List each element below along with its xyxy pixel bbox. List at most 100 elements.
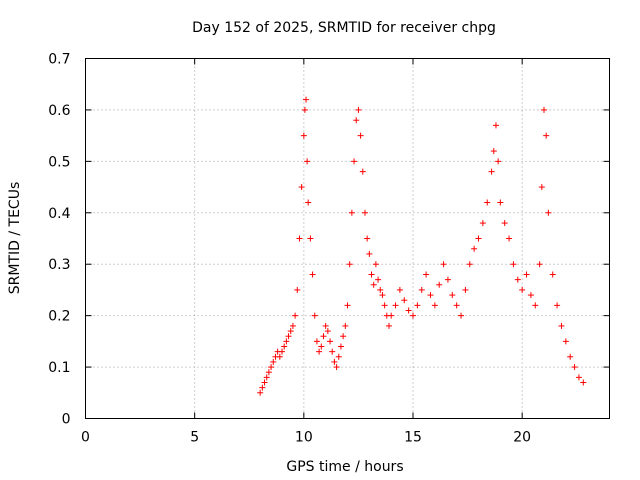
data-point [538,184,545,191]
axis-ticks [85,58,610,419]
data-point [320,333,327,340]
data-point [270,358,277,365]
data-point [377,286,384,293]
y-tick-label: 0.3 [48,257,70,273]
data-point [514,276,521,283]
data-point [427,292,434,299]
data-point [351,158,358,165]
data-point [333,364,340,371]
data-point [366,250,373,257]
data-point [501,220,508,227]
data-point [268,364,275,371]
y-tick-label: 0 [62,412,71,428]
data-point [353,117,360,124]
data-point [396,286,403,293]
data-point [327,338,334,345]
data-point [279,348,285,355]
data-point [532,302,539,309]
data-point [303,96,310,103]
data-point [490,148,497,155]
data-point [287,328,294,335]
data-point [385,322,392,329]
data-point [292,312,299,319]
data-point [495,158,502,165]
x-axis-label: GPS time / hours [286,459,403,475]
data-point [289,322,296,329]
data-point [309,271,316,278]
x-tick-label: 0 [81,430,90,446]
y-tick-label: 0.5 [48,154,70,170]
data-point [558,322,565,329]
data-point [322,322,329,329]
data-point [410,312,416,319]
data-point [510,261,517,268]
data-point [567,353,574,360]
data-point [370,281,377,288]
data-point [337,343,344,350]
data-point [392,302,399,309]
data-point [375,276,382,283]
data-point [331,358,338,365]
data-point [313,338,320,345]
data-point [506,235,513,242]
data-point [571,364,578,371]
data-point [405,307,412,314]
data-point [298,184,305,191]
x-tick-label: 10 [295,430,313,446]
data-point [475,235,482,242]
x-tick-label: 15 [404,430,422,446]
data-point [449,292,456,299]
data-point [381,302,388,309]
data-point [519,286,526,293]
data-point [316,348,323,355]
grid-lines [85,58,610,419]
data-point [462,286,469,293]
y-tick-label: 0.6 [48,103,70,119]
data-point [305,199,312,206]
data-point [364,235,371,242]
data-point [281,343,288,350]
data-point [484,199,491,206]
data-point [368,271,375,278]
y-tick-label: 0.4 [48,206,70,222]
data-point [372,261,379,268]
data-point [466,261,473,268]
data-point [479,220,486,227]
data-point [300,132,307,139]
data-point [348,209,355,216]
data-point [401,297,408,304]
x-tick-label: 20 [513,430,531,446]
data-point [418,286,425,293]
data-point [580,379,587,386]
y-tick-label: 0.1 [48,360,70,376]
data-point [311,312,318,319]
data-point [346,261,353,268]
data-point [431,302,438,309]
data-point [436,281,443,288]
data-point [492,122,499,129]
data-point [355,106,362,113]
y-axis-label: SRMTID / TECUs [7,182,23,295]
data-point [301,106,308,113]
data-point [549,271,556,278]
data-point [554,302,561,309]
data-point [543,132,550,139]
data-point [296,235,303,242]
chart-title: Day 152 of 2025, SRMTID for receiver chp… [192,20,496,36]
data-point [414,302,421,309]
data-point [453,302,460,309]
y-tick-label: 0.7 [48,52,70,68]
data-point [342,322,349,329]
data-point [259,384,266,391]
data-point [307,235,314,242]
data-point [357,132,364,139]
x-tick-label: 5 [190,430,199,446]
data-point [318,343,325,350]
data-point [276,353,283,360]
data-point [340,333,347,340]
data-point [562,338,569,345]
data-point [329,348,336,355]
data-point [283,338,290,345]
data-points [257,96,587,396]
